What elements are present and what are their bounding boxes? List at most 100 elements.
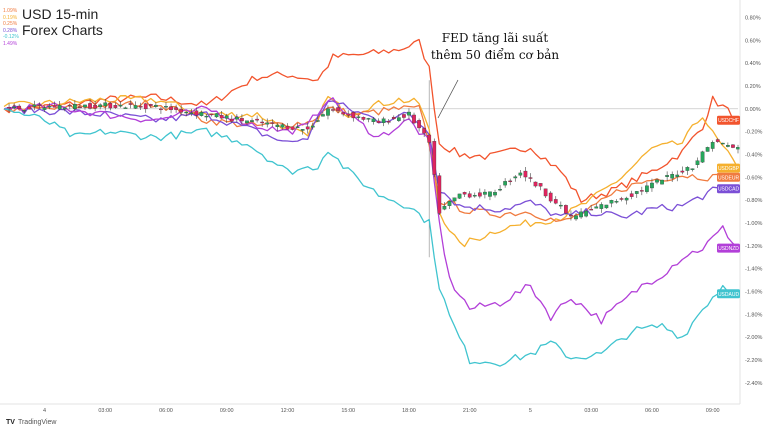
candle-body	[88, 103, 92, 109]
candle-body	[574, 215, 578, 220]
series-tag-usdeur	[717, 172, 740, 182]
x-tick-label: 03:00	[98, 408, 112, 414]
series-tag-label: USDCHF	[718, 118, 739, 124]
candle-body	[305, 126, 310, 130]
candle-body	[619, 198, 624, 200]
candle-body	[432, 141, 437, 175]
candle-body	[467, 193, 472, 198]
candle-body	[7, 107, 11, 109]
candle-body	[483, 191, 487, 195]
candle-body	[493, 192, 497, 196]
candle-body	[417, 120, 421, 129]
candle-body	[690, 168, 695, 170]
legend-mini-values: 1.09% 0.19% 0.25% 0.28% -0.12% 1.49%	[3, 8, 19, 47]
candle-body	[128, 103, 133, 105]
candle-body	[83, 104, 87, 108]
candle-body	[472, 195, 477, 197]
y-tick-label: -1.60%	[745, 290, 763, 296]
candle-body	[604, 204, 609, 209]
series-line-usdaud	[3, 108, 739, 367]
candle-body	[614, 201, 619, 203]
candle-body	[361, 116, 366, 120]
candle-body	[558, 204, 563, 207]
x-tick-label: 12:00	[281, 408, 295, 414]
series-line-usdchf	[3, 38, 739, 203]
candle-body	[32, 104, 37, 107]
y-tick-label: 0.60%	[745, 38, 761, 44]
series-tag-usdnzd	[717, 243, 740, 253]
candle-body	[391, 116, 396, 120]
legend-mini-value: 0.25%	[3, 21, 18, 27]
legend-mini-value: 1.09%	[3, 8, 18, 14]
candle-body	[27, 106, 32, 110]
candle-body	[12, 106, 16, 109]
candle-body	[22, 110, 27, 112]
candle-body	[351, 112, 356, 119]
candle-body	[386, 121, 391, 123]
candle-body	[639, 190, 644, 192]
candle-body	[569, 214, 573, 217]
candle-body	[427, 134, 432, 143]
x-tick-label: 09:00	[706, 408, 720, 414]
y-tick-label: -1.80%	[745, 312, 763, 318]
candle-body	[655, 179, 659, 183]
candle-body	[245, 120, 249, 124]
candle-body	[503, 181, 507, 186]
candle-body	[229, 118, 234, 122]
x-tick-label: 15:00	[341, 408, 355, 414]
candle-body	[270, 122, 275, 124]
candle-body	[189, 112, 194, 115]
candle-body	[680, 170, 685, 173]
candle-body	[518, 172, 523, 176]
series-line-usdgbp	[3, 95, 739, 248]
candle-body	[412, 114, 416, 124]
series-tag-label: USDCAD	[718, 187, 740, 193]
y-tick-label: 0.20%	[745, 84, 761, 90]
candle-body	[543, 188, 548, 197]
candle-body	[275, 124, 280, 127]
candle-body	[199, 112, 204, 116]
x-tick-label: 03:00	[584, 408, 598, 414]
chart-title-line-2: Forex Charts	[22, 22, 103, 38]
candle-body	[300, 129, 305, 131]
candle-body	[376, 120, 381, 123]
candle-body	[204, 115, 209, 118]
x-tick-label: 06:00	[645, 408, 659, 414]
candle-body	[442, 206, 447, 210]
annotation-pointer	[437, 79, 459, 119]
fed-annotation: FED tăng lãi suất thêm 50 điểm cơ bản	[420, 30, 570, 64]
candle-body	[437, 175, 442, 214]
candle-body	[513, 176, 518, 179]
candle-body	[589, 208, 594, 211]
candle-body	[209, 113, 214, 116]
legend-mini-value: 1.49%	[3, 40, 18, 47]
legend-mini-value: 0.28%	[3, 27, 18, 34]
candle-body	[700, 151, 705, 163]
candle-body	[315, 120, 320, 122]
series-tag-label: USDAUD	[718, 292, 740, 298]
candle-body	[57, 105, 62, 110]
candle-body	[396, 117, 401, 121]
candle-body	[533, 181, 538, 187]
candle-body	[280, 124, 285, 128]
series-tag-label: USDGBP	[718, 166, 740, 172]
candle-body	[407, 111, 411, 116]
candle-body	[108, 103, 113, 109]
series-line-usdcad	[3, 100, 739, 219]
candle-body	[670, 174, 675, 179]
candle-body	[498, 188, 502, 191]
candle-body	[624, 197, 629, 201]
candle-body	[326, 108, 330, 116]
candle-body	[402, 114, 406, 118]
series-line-usdnzd	[3, 97, 739, 325]
candle-body	[103, 102, 108, 107]
candle-body	[285, 126, 290, 130]
y-tick-label: -0.80%	[745, 198, 763, 204]
candle-body	[726, 145, 730, 147]
candle-body	[17, 105, 22, 109]
series-line-usdeur	[3, 99, 739, 222]
y-tick-label: -0.40%	[745, 152, 763, 158]
candle-body	[650, 182, 654, 189]
candle-body	[371, 118, 376, 123]
candle-body	[356, 116, 361, 118]
